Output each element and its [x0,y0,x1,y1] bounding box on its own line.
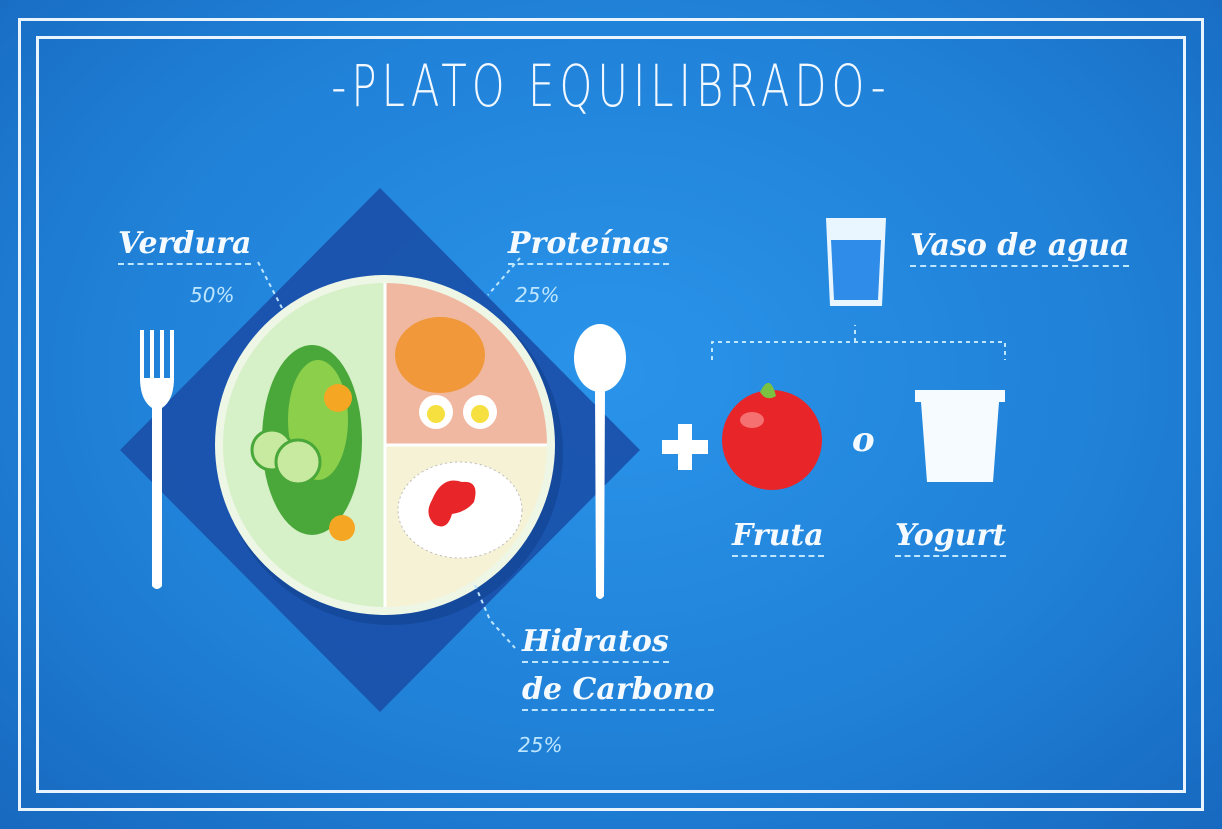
apple-icon [722,382,822,490]
percent-hidratos: 25% [518,733,563,757]
label-verdura: Verdura [118,226,252,265]
label-proteinas: Proteínas [508,226,669,265]
decorative-border-outer [18,18,1204,811]
decorative-border-inner [36,36,1186,793]
plate [215,275,563,625]
chicken-icon [395,317,485,393]
fork-icon [140,330,174,589]
water-glass-icon [826,218,886,306]
sauce-icon [428,480,476,527]
label-yogurt: Yogurt [895,518,1007,557]
label-hidratos-line1: Hidratos [522,624,669,663]
percent-proteinas: 25% [515,283,560,307]
percent-verdura: 50% [190,283,235,307]
yogurt-cup-icon [915,390,1005,482]
label-fruta: Fruta [732,518,824,557]
carrot-slice-icon [324,384,352,412]
label-or: o [852,420,875,460]
spoon-icon [574,324,626,599]
page-title: -PLATO EQUILIBRADO- [331,52,891,120]
plus-icon [662,424,708,470]
label-hidratos-line2: de Carbono [522,672,715,711]
label-vaso-de-agua: Vaso de agua [910,228,1130,267]
